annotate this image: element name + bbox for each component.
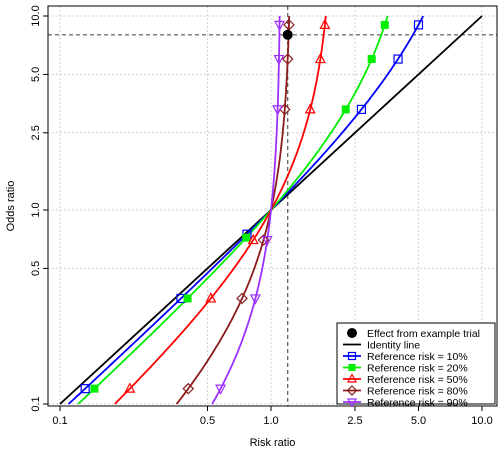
data-point bbox=[257, 234, 270, 246]
data-point bbox=[347, 398, 357, 408]
x-tick-label: 1.0 bbox=[263, 415, 278, 427]
data-point bbox=[413, 20, 424, 30]
example-trial-point bbox=[282, 29, 293, 40]
legend-label: Identity line bbox=[367, 340, 420, 352]
data-point bbox=[182, 382, 195, 395]
data-point bbox=[273, 54, 285, 66]
x-tick-label: 5.0 bbox=[411, 415, 426, 427]
data-point bbox=[124, 382, 136, 393]
data-point bbox=[236, 292, 248, 305]
y-tick-label: 0.5 bbox=[30, 261, 42, 276]
x-tick-label: 0.5 bbox=[200, 415, 215, 427]
data-point bbox=[215, 384, 227, 395]
y-tick-label: 10.0 bbox=[30, 5, 42, 26]
series-curves bbox=[59, 15, 483, 405]
y-axis-label: Odds ratio bbox=[5, 181, 17, 232]
data-point bbox=[356, 104, 367, 115]
data-point bbox=[205, 292, 217, 303]
data-point bbox=[341, 105, 350, 114]
data-point bbox=[281, 53, 294, 65]
data-point bbox=[348, 364, 356, 371]
legend-label: Reference risk = 90% bbox=[367, 397, 468, 409]
data-point bbox=[393, 54, 403, 64]
y-tick-label: 2.5 bbox=[30, 125, 42, 140]
y-axis: 0.1 0.5 1.0 2.5 5.0 10.0 bbox=[30, 5, 48, 412]
data-point bbox=[380, 20, 389, 29]
data-point bbox=[304, 103, 316, 114]
data-point bbox=[247, 233, 259, 245]
x-axis-label: Risk ratio bbox=[250, 437, 296, 449]
legend-label: Reference risk = 10% bbox=[367, 351, 468, 363]
x-tick-label: 10.0 bbox=[471, 415, 492, 427]
legend-label: Reference risk = 80% bbox=[367, 386, 468, 398]
data-point bbox=[242, 233, 251, 242]
series-line bbox=[211, 16, 281, 405]
data-point bbox=[274, 20, 286, 32]
legend-label: Reference risk = 50% bbox=[367, 374, 468, 386]
legend-box bbox=[336, 322, 496, 405]
data-point bbox=[80, 384, 90, 394]
y-tick-label: 0.1 bbox=[30, 396, 42, 411]
data-point bbox=[347, 373, 357, 383]
x-tick-label: 0.1 bbox=[52, 415, 67, 427]
x-tick-label: 2.5 bbox=[347, 415, 362, 427]
legend-label: Effect from example trial bbox=[367, 328, 480, 340]
plot-frame bbox=[47, 5, 498, 407]
data-point bbox=[183, 294, 192, 303]
legend-label: Reference risk = 20% bbox=[367, 363, 468, 375]
data-point bbox=[314, 52, 326, 64]
data-point bbox=[261, 235, 273, 247]
data-point bbox=[319, 18, 331, 29]
data-point bbox=[90, 384, 99, 393]
series-markers bbox=[80, 18, 424, 395]
x-axis: 0.1 0.5 1.0 2.5 5.0 10.0 bbox=[52, 406, 493, 427]
data-point bbox=[346, 385, 358, 396]
data-point bbox=[367, 55, 376, 64]
legend-symbol bbox=[347, 328, 357, 338]
data-point bbox=[347, 351, 357, 361]
y-tick-label: 5.0 bbox=[30, 67, 42, 82]
data-point bbox=[283, 19, 295, 31]
data-point bbox=[272, 105, 284, 116]
y-tick-label: 1.0 bbox=[30, 202, 42, 217]
data-point bbox=[249, 294, 261, 305]
